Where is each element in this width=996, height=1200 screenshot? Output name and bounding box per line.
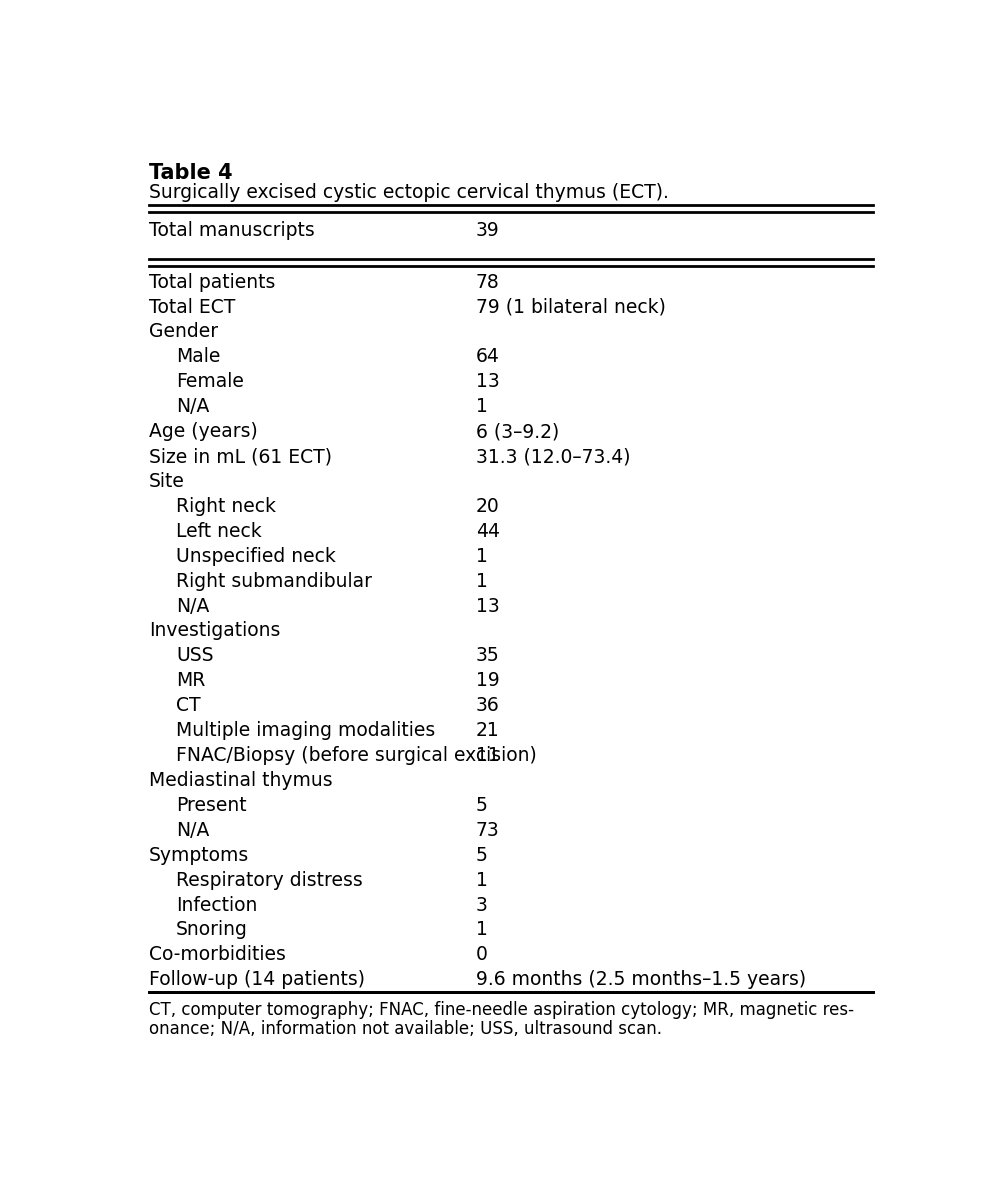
Text: 13: 13	[476, 372, 499, 391]
Text: 6 (3–9.2): 6 (3–9.2)	[476, 422, 559, 442]
Text: Multiple imaging modalities: Multiple imaging modalities	[176, 721, 435, 740]
Text: 1: 1	[476, 571, 488, 590]
Text: Follow-up (14 patients): Follow-up (14 patients)	[149, 971, 366, 989]
Text: N/A: N/A	[176, 821, 209, 840]
Text: 1: 1	[476, 871, 488, 889]
Text: onance; N/A, information not available; USS, ultrasound scan.: onance; N/A, information not available; …	[149, 1020, 662, 1038]
Text: Present: Present	[176, 796, 247, 815]
Text: 36: 36	[476, 696, 499, 715]
Text: Left neck: Left neck	[176, 522, 262, 541]
Text: Table 4: Table 4	[149, 163, 233, 184]
Text: Co-morbidities: Co-morbidities	[149, 946, 286, 965]
Text: 64: 64	[476, 347, 500, 366]
Text: Symptoms: Symptoms	[149, 846, 249, 865]
Text: MR: MR	[176, 671, 205, 690]
Text: N/A: N/A	[176, 397, 209, 416]
Text: 13: 13	[476, 596, 499, 616]
Text: Mediastinal thymus: Mediastinal thymus	[149, 770, 333, 790]
Text: 5: 5	[476, 846, 488, 865]
Text: Infection: Infection	[176, 895, 258, 914]
Text: Right submandibular: Right submandibular	[176, 571, 373, 590]
Text: 0: 0	[476, 946, 488, 965]
Text: Total ECT: Total ECT	[149, 298, 236, 317]
Text: Female: Female	[176, 372, 244, 391]
Text: 1: 1	[476, 397, 488, 416]
Text: 39: 39	[476, 221, 499, 240]
Text: 9.6 months (2.5 months–1.5 years): 9.6 months (2.5 months–1.5 years)	[476, 971, 806, 989]
Text: USS: USS	[176, 647, 214, 665]
Text: Snoring: Snoring	[176, 920, 248, 940]
Text: 1: 1	[476, 920, 488, 940]
Text: 3: 3	[476, 895, 488, 914]
Text: Surgically excised cystic ectopic cervical thymus (ECT).: Surgically excised cystic ectopic cervic…	[149, 182, 669, 202]
Text: 31.3 (12.0–73.4): 31.3 (12.0–73.4)	[476, 448, 630, 466]
Text: Age (years): Age (years)	[149, 422, 258, 442]
Text: Gender: Gender	[149, 323, 218, 342]
Text: 5: 5	[476, 796, 488, 815]
Text: Size in mL (61 ECT): Size in mL (61 ECT)	[149, 448, 333, 466]
Text: Male: Male	[176, 347, 220, 366]
Text: Investigations: Investigations	[149, 622, 281, 641]
Text: Respiratory distress: Respiratory distress	[176, 871, 363, 889]
Text: CT, computer tomography; FNAC, fine-needle aspiration cytology; MR, magnetic res: CT, computer tomography; FNAC, fine-need…	[149, 1001, 855, 1019]
Text: 20: 20	[476, 497, 499, 516]
Text: 35: 35	[476, 647, 499, 665]
Text: 73: 73	[476, 821, 499, 840]
Text: Total patients: Total patients	[149, 272, 276, 292]
Text: Site: Site	[149, 472, 185, 491]
Text: CT: CT	[176, 696, 201, 715]
Text: FNAC/Biopsy (before surgical excision): FNAC/Biopsy (before surgical excision)	[176, 746, 537, 766]
Text: Unspecified neck: Unspecified neck	[176, 547, 336, 565]
Text: 11: 11	[476, 746, 499, 766]
Text: Right neck: Right neck	[176, 497, 276, 516]
Text: Total manuscripts: Total manuscripts	[149, 221, 315, 240]
Text: 19: 19	[476, 671, 499, 690]
Text: 79 (1 bilateral neck): 79 (1 bilateral neck)	[476, 298, 665, 317]
Text: 21: 21	[476, 721, 499, 740]
Text: 78: 78	[476, 272, 499, 292]
Text: N/A: N/A	[176, 596, 209, 616]
Text: 44: 44	[476, 522, 500, 541]
Text: 1: 1	[476, 547, 488, 565]
